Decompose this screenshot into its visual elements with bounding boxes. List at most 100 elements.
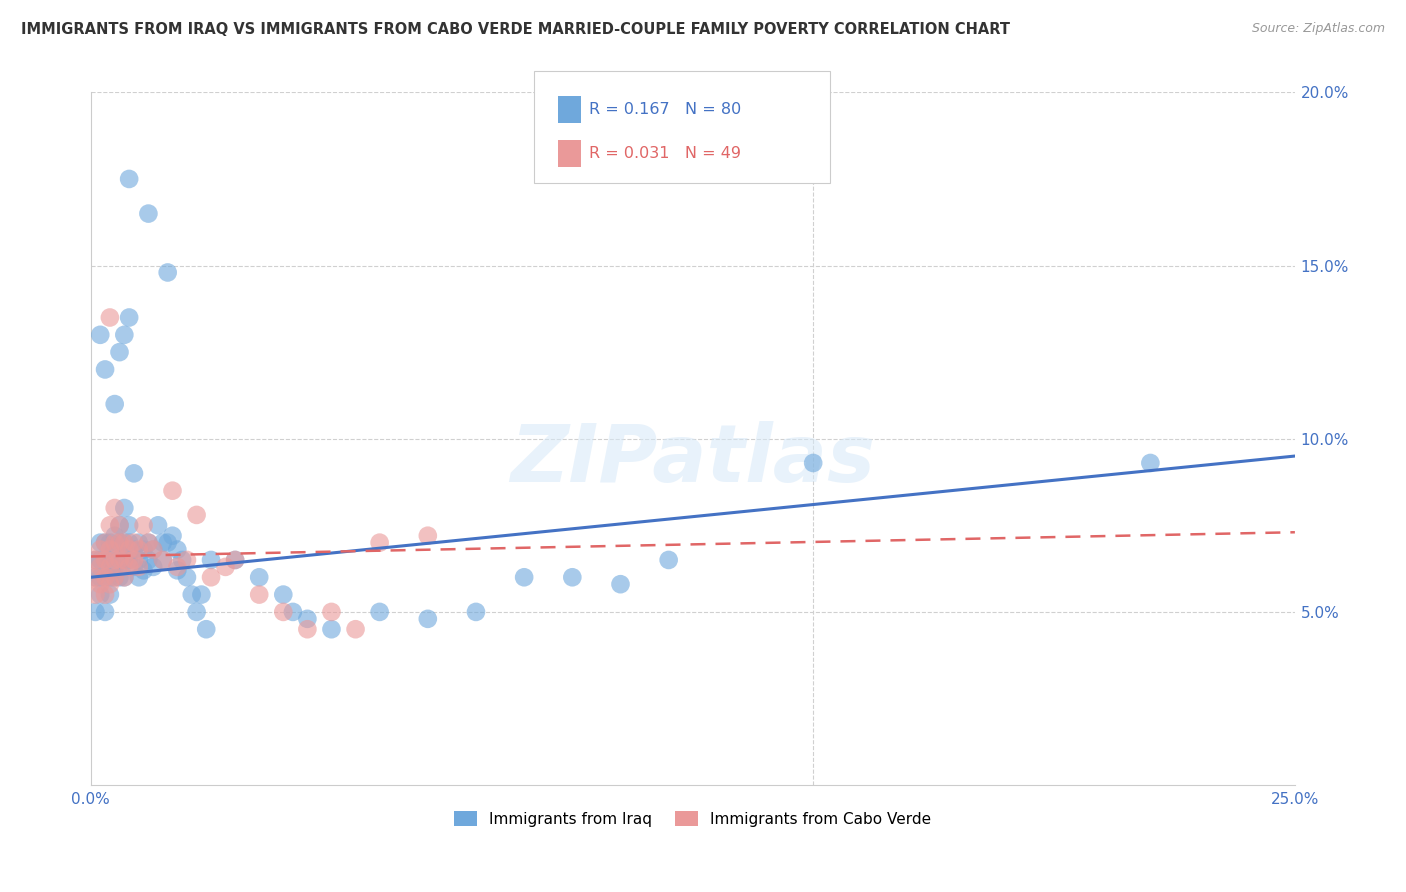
Point [166, 560, 188, 574]
Point [89, 327, 111, 342]
Point [247, 588, 270, 602]
Point [247, 570, 270, 584]
Point [1139, 456, 1161, 470]
Point [108, 553, 131, 567]
Point [195, 622, 218, 636]
Point [166, 563, 188, 577]
Point [108, 518, 131, 533]
Point [162, 483, 184, 498]
Point [112, 553, 135, 567]
Point [112, 570, 135, 584]
Point [94, 570, 117, 584]
Point [89, 588, 111, 602]
Point [122, 535, 145, 549]
Point [176, 570, 198, 584]
Point [658, 553, 681, 567]
Point [122, 560, 145, 574]
Point [122, 467, 145, 481]
Point [94, 570, 117, 584]
Point [132, 563, 155, 577]
Point [112, 553, 135, 567]
Point [94, 535, 117, 549]
Point [186, 508, 208, 522]
Text: Source: ZipAtlas.com: Source: ZipAtlas.com [1251, 22, 1385, 36]
Point [465, 605, 488, 619]
Point [142, 542, 165, 557]
Point [152, 553, 174, 567]
Point [122, 542, 145, 557]
Point [132, 542, 155, 557]
Point [112, 535, 135, 549]
Point [98, 577, 121, 591]
Text: R = 0.031   N = 49: R = 0.031 N = 49 [589, 146, 741, 161]
Point [344, 622, 367, 636]
Point [94, 588, 117, 602]
Point [416, 612, 439, 626]
Point [94, 535, 117, 549]
Point [112, 327, 135, 342]
Point [98, 560, 121, 574]
Point [132, 518, 155, 533]
Point [176, 553, 198, 567]
Point [138, 535, 160, 549]
Point [104, 542, 127, 557]
Point [94, 362, 117, 376]
Point [98, 553, 121, 567]
Point [416, 529, 439, 543]
Point [561, 570, 583, 584]
Point [84, 570, 107, 584]
Point [98, 310, 121, 325]
Point [224, 553, 246, 567]
Point [104, 501, 127, 516]
Point [89, 542, 111, 557]
Point [118, 560, 141, 574]
Text: IMMIGRANTS FROM IRAQ VS IMMIGRANTS FROM CABO VERDE MARRIED-COUPLE FAMILY POVERTY: IMMIGRANTS FROM IRAQ VS IMMIGRANTS FROM … [21, 22, 1010, 37]
Point [118, 172, 141, 186]
Point [156, 265, 179, 279]
Point [108, 570, 131, 584]
Legend: Immigrants from Iraq, Immigrants from Cabo Verde: Immigrants from Iraq, Immigrants from Ca… [449, 805, 938, 833]
Point [801, 456, 824, 470]
Point [104, 529, 127, 543]
Point [271, 605, 294, 619]
Point [104, 560, 127, 574]
Point [186, 605, 208, 619]
Point [118, 542, 141, 557]
Point [138, 206, 160, 220]
Point [94, 605, 117, 619]
Point [108, 518, 131, 533]
Point [321, 605, 343, 619]
Point [321, 622, 343, 636]
Point [108, 553, 131, 567]
Point [138, 535, 160, 549]
Point [89, 577, 111, 591]
Point [98, 535, 121, 549]
Point [112, 535, 135, 549]
Point [271, 588, 294, 602]
Point [94, 553, 117, 567]
Point [89, 535, 111, 549]
Point [162, 529, 184, 543]
Point [513, 570, 536, 584]
Point [368, 535, 391, 549]
Point [104, 553, 127, 567]
Point [118, 518, 141, 533]
Point [190, 588, 212, 602]
Point [112, 501, 135, 516]
Point [84, 588, 107, 602]
Point [281, 605, 304, 619]
Point [118, 553, 141, 567]
Point [89, 570, 111, 584]
Point [214, 560, 236, 574]
Point [84, 553, 107, 567]
Point [108, 345, 131, 359]
Point [156, 535, 179, 549]
Point [297, 612, 319, 626]
Point [104, 570, 127, 584]
Point [128, 535, 150, 549]
Point [84, 553, 107, 567]
Point [138, 553, 160, 567]
Point [180, 588, 202, 602]
Point [297, 622, 319, 636]
Point [108, 535, 131, 549]
